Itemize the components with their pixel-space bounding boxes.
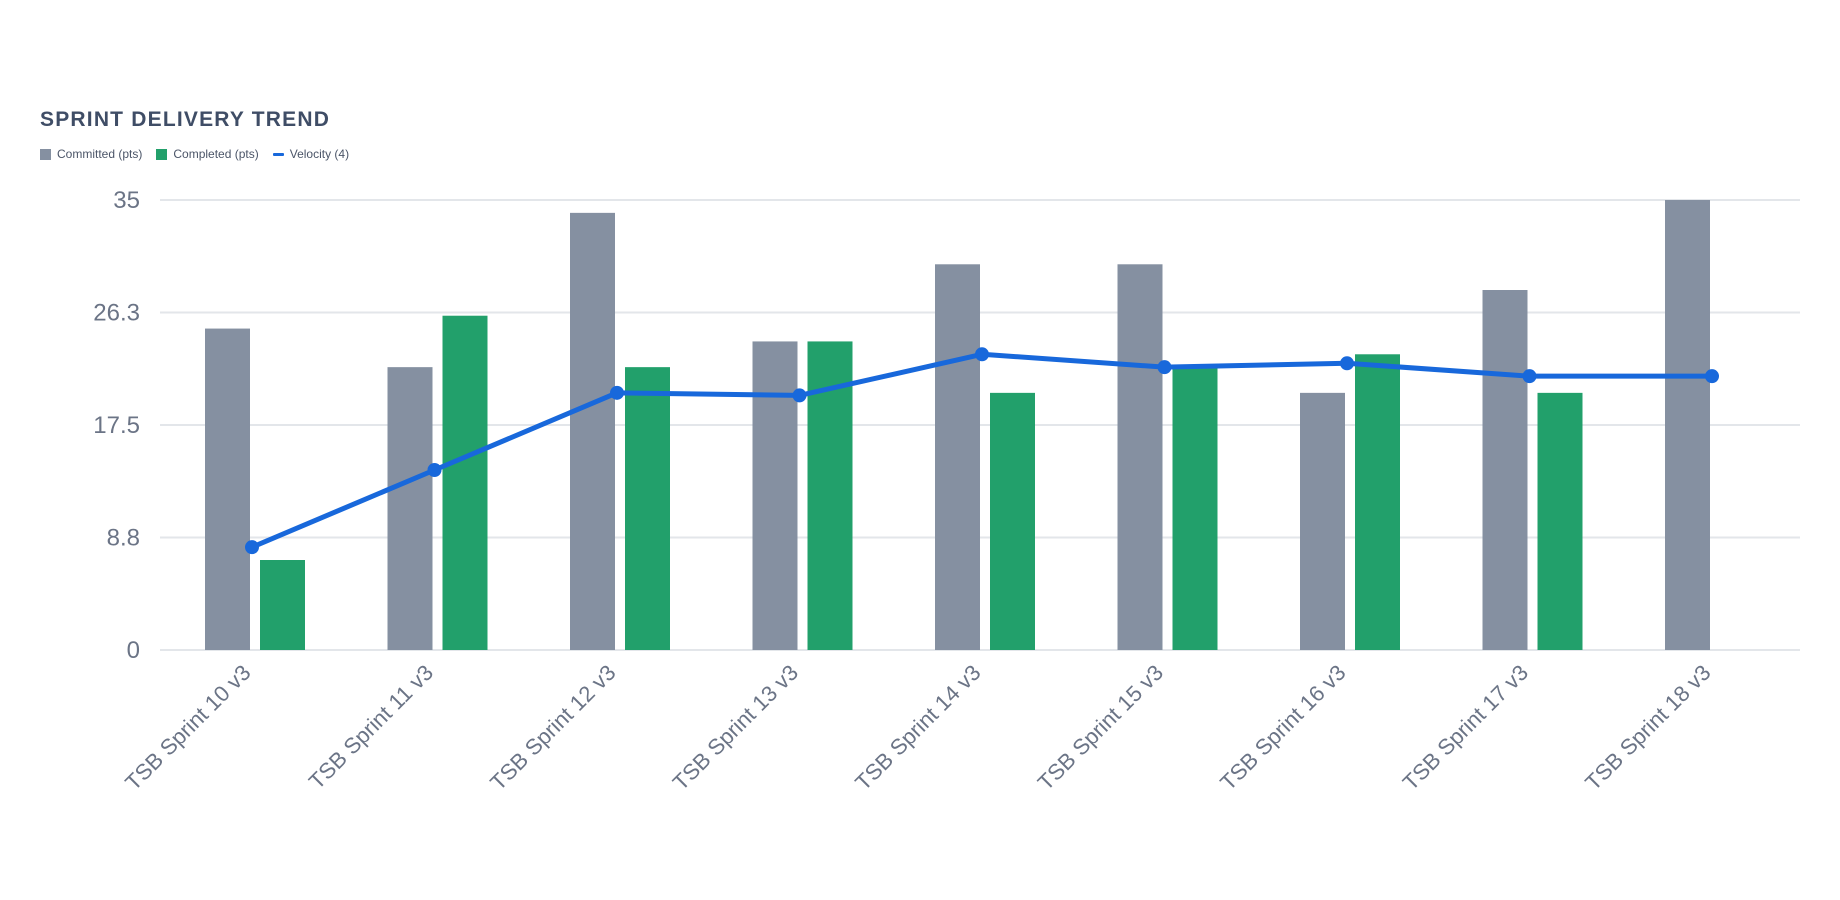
- legend-swatch-committed: [40, 148, 51, 160]
- chart-title: SPRINT DELIVERY TREND: [40, 108, 331, 131]
- bar-committed: [1665, 200, 1710, 650]
- bar-completed: [1355, 354, 1400, 650]
- legend-swatch-velocity: [272, 152, 284, 156]
- legend-label-velocity: Velocity (4): [289, 147, 350, 161]
- x-category-label: TSB Sprint 12 v3: [485, 660, 620, 795]
- legend-label-committed: Committed (pts): [57, 147, 143, 161]
- velocity-point: [427, 463, 442, 477]
- bar-completed: [990, 392, 1035, 650]
- x-category-label: TSB Sprint 18 v3: [1580, 660, 1715, 795]
- velocity-point: [1157, 360, 1172, 375]
- y-tick-label: 8.8: [107, 525, 140, 552]
- x-category-label: TSB Sprint 16 v3: [1215, 660, 1350, 795]
- bar-completed: [260, 560, 305, 650]
- legend-label-completed: Completed (pts): [173, 147, 259, 161]
- bar-committed: [1482, 290, 1528, 650]
- x-category-label: TSB Sprint 17 v3: [1398, 660, 1533, 795]
- velocity-point: [1340, 356, 1354, 371]
- bar-committed: [1300, 392, 1345, 650]
- legend-item-velocity: Velocity (4): [272, 147, 350, 161]
- bar-completed: [1537, 392, 1583, 650]
- legend-swatch-completed: [156, 148, 168, 160]
- velocity-point: [792, 388, 807, 403]
- y-tick-label: 0: [127, 637, 140, 664]
- bar-committed: [752, 341, 798, 650]
- x-category-label: TSB Sprint 15 v3: [1033, 660, 1168, 795]
- bar-completed: [442, 315, 488, 650]
- bar-committed: [570, 212, 615, 650]
- bar-completed: [1172, 367, 1218, 650]
- velocity-point: [975, 347, 989, 362]
- chart-legend: Committed (pts) Completed (pts) Velocity…: [40, 147, 363, 161]
- x-category-label: TSB Sprint 14 v3: [850, 660, 985, 795]
- bar-committed: [205, 328, 250, 650]
- y-tick-label: 17.5: [93, 412, 140, 439]
- velocity-point: [610, 385, 624, 400]
- x-category-label: TSB Sprint 13 v3: [668, 660, 803, 795]
- legend-item-completed: Completed (pts): [156, 147, 259, 161]
- velocity-point: [1522, 369, 1537, 384]
- x-category-label: TSB Sprint 10 v3: [120, 660, 255, 795]
- x-category-label: TSB Sprint 11 v3: [304, 660, 438, 794]
- velocity-point: [1705, 369, 1719, 384]
- bar-committed: [935, 264, 980, 650]
- legend-item-committed: Committed (pts): [40, 147, 142, 161]
- bar-committed: [1117, 264, 1163, 650]
- velocity-point: [245, 540, 259, 555]
- y-tick-label: 35: [113, 187, 140, 214]
- y-tick-label: 26.3: [93, 300, 140, 327]
- bar-completed: [625, 367, 670, 650]
- bar-committed: [387, 367, 433, 650]
